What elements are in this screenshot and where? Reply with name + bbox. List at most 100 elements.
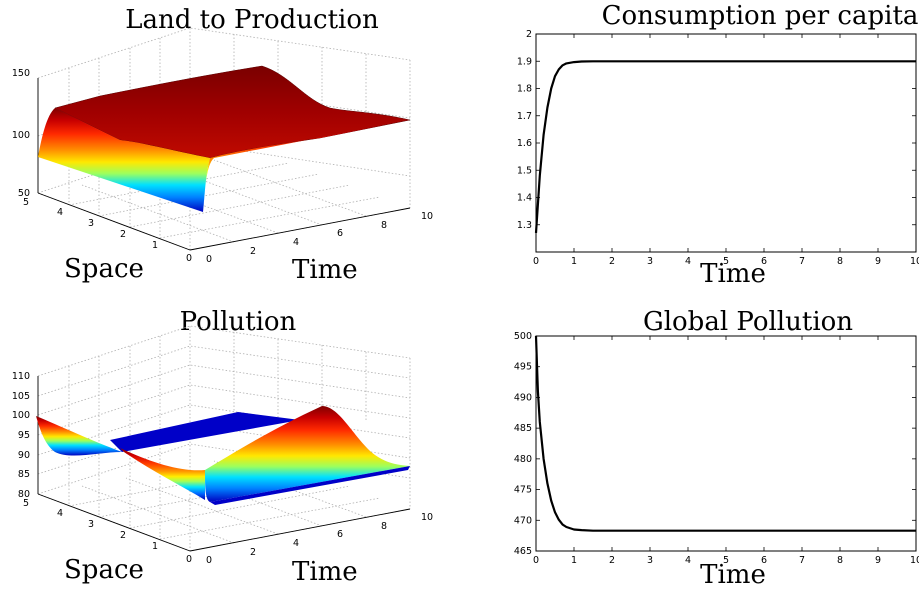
pollution-z-tick: 90	[18, 450, 30, 461]
global-pollution-x-tick-label: 1	[571, 555, 577, 566]
pollution-space-tick: 4	[57, 508, 63, 519]
land-space-ticks: 0 1 2 3 4 5	[23, 197, 192, 264]
global-pollution-y-tick-label: 500	[514, 331, 532, 342]
land-space-tick: 1	[152, 240, 158, 251]
global-pollution-line	[534, 335, 916, 532]
consumption-x-tick-label: 6	[761, 256, 767, 267]
global-pollution-y-tick-label: 480	[514, 454, 532, 465]
consumption-y-tick-label: 1.8	[517, 84, 532, 95]
land-space-tick: 3	[88, 218, 94, 229]
land-to-production-panel: Land to Production	[12, 5, 433, 285]
consumption-y-tick-label: 1.7	[517, 111, 532, 122]
pollution-space-label: Space	[64, 555, 144, 585]
global-pollution-y-tick-label: 475	[514, 485, 532, 496]
pollution-z-tick: 95	[18, 430, 30, 441]
consumption-x-tick-label: 2	[609, 256, 615, 267]
consumption-plot-area	[535, 33, 917, 253]
land-time-tick: 0	[206, 254, 212, 265]
consumption-panel: Consumption per capita 0 1 2 3 4 5 6 7 8 9 10 1.3 1.…	[517, 1, 919, 289]
global-pollution-y-tick-label: 495	[514, 362, 532, 373]
land-z-tick: 100	[12, 130, 30, 141]
pollution-space-tick: 1	[152, 541, 158, 552]
land-space-tick: 0	[186, 253, 192, 264]
pollution-surface-base	[210, 466, 410, 505]
consumption-line	[534, 60, 916, 233]
consumption-x-tick-label: 8	[837, 256, 843, 267]
pollution-time-ticks: 0 2 4 6 8 10	[206, 512, 433, 566]
consumption-ticks: 0 1 2 3 4 5 6 7 8 9 10 1.3 1.4 1.5 1.6 1.7 1.8 1.9 2	[517, 29, 919, 267]
consumption-x-tick-label: 9	[875, 256, 881, 267]
pollution-time-tick: 6	[337, 529, 343, 540]
pollution-surface-ridge	[205, 406, 410, 502]
land-time-label: Time	[292, 255, 358, 285]
global-pollution-x-tick-label: 6	[761, 555, 767, 566]
global-pollution-y-tick-label: 485	[514, 423, 532, 434]
pollution-z-tick: 105	[12, 391, 30, 402]
pollution-time-tick: 2	[250, 547, 256, 558]
pollution-title: Pollution	[180, 307, 297, 337]
pollution-space-tick: 3	[88, 519, 94, 530]
land-time-tick: 2	[250, 246, 256, 257]
global-pollution-time-label: Time	[700, 560, 766, 590]
land-time-tick: 8	[381, 220, 387, 231]
pollution-z-tick: 80	[18, 489, 30, 500]
consumption-x-tick-label: 3	[647, 256, 653, 267]
consumption-x-tick-label: 0	[533, 256, 539, 267]
pollution-space-ticks: 0 1 2 3 4 5	[23, 498, 192, 565]
land-space-tick: 4	[57, 207, 63, 218]
global-pollution-ticks: 0 1 2 3 4 5 6 7 8 9 10 465 470 475 480 485 490 495 500	[514, 331, 919, 566]
land-time-ticks: 0 2 4 6 8 10	[206, 211, 433, 265]
global-pollution-x-tick-label: 5	[723, 555, 729, 566]
pollution-surface-ribbon	[120, 448, 205, 500]
consumption-title: Consumption per capita	[602, 1, 919, 31]
consumption-x-tick-label: 1	[571, 256, 577, 267]
pollution-surface	[36, 406, 410, 505]
land-time-tick: 4	[293, 237, 299, 248]
consumption-y-tick-label: 1.3	[517, 220, 532, 231]
consumption-y-tick-label: 1.9	[517, 56, 532, 67]
pollution-time-tick: 4	[293, 538, 299, 549]
consumption-y-tick-label: 2	[526, 29, 532, 40]
global-pollution-panel: Global Pollution 0 1 2 3 4 5 6 7 8 9 10 465 470 475 48…	[514, 307, 919, 590]
global-pollution-x-tick-label: 9	[875, 555, 881, 566]
pollution-time-tick: 10	[421, 512, 433, 523]
consumption-time-label: Time	[700, 259, 766, 289]
global-pollution-x-tick-label: 8	[837, 555, 843, 566]
land-time-tick: 6	[337, 228, 343, 239]
land-space-label: Space	[64, 254, 144, 284]
pollution-z-tick: 100	[12, 410, 30, 421]
land-z-ticks: 50 100 150	[12, 68, 30, 199]
land-surface-front	[38, 108, 210, 212]
pollution-space-tick: 2	[120, 530, 126, 541]
land-space-tick: 2	[120, 229, 126, 240]
global-pollution-y-tick-label: 470	[514, 515, 532, 526]
pollution-z-tick: 110	[12, 371, 30, 382]
pollution-surface-left	[36, 416, 122, 456]
consumption-y-tick-label: 1.5	[517, 165, 532, 176]
global-pollution-x-tick-label: 3	[647, 555, 653, 566]
land-title: Land to Production	[125, 5, 379, 35]
global-pollution-x-tick-label: 7	[799, 555, 805, 566]
global-pollution-x-tick-label: 2	[609, 555, 615, 566]
land-surface	[38, 65, 411, 212]
land-time-tick: 10	[421, 211, 433, 222]
global-pollution-x-tick-label: 10	[910, 555, 919, 566]
pollution-panel: Pollution	[12, 307, 433, 587]
consumption-x-tick-label: 10	[910, 256, 919, 267]
pollution-time-tick: 0	[206, 555, 212, 566]
consumption-y-tick-label: 1.4	[517, 193, 532, 204]
pollution-surface-back	[110, 412, 300, 452]
global-pollution-x-tick-label: 0	[533, 555, 539, 566]
land-z-tick: 50	[18, 188, 30, 199]
land-z-tick: 150	[12, 68, 30, 79]
pollution-space-tick: 5	[23, 498, 29, 509]
consumption-x-tick-label: 7	[799, 256, 805, 267]
global-pollution-y-tick-label: 465	[514, 546, 532, 557]
pollution-z-tick: 85	[18, 469, 30, 480]
pollution-z-ticks: 80 85 90 95 100 105 110	[12, 371, 30, 500]
consumption-y-tick-label: 1.6	[517, 138, 532, 149]
pollution-time-label: Time	[292, 557, 358, 587]
land-surface-top	[54, 65, 411, 159]
global-pollution-title: Global Pollution	[643, 307, 853, 337]
